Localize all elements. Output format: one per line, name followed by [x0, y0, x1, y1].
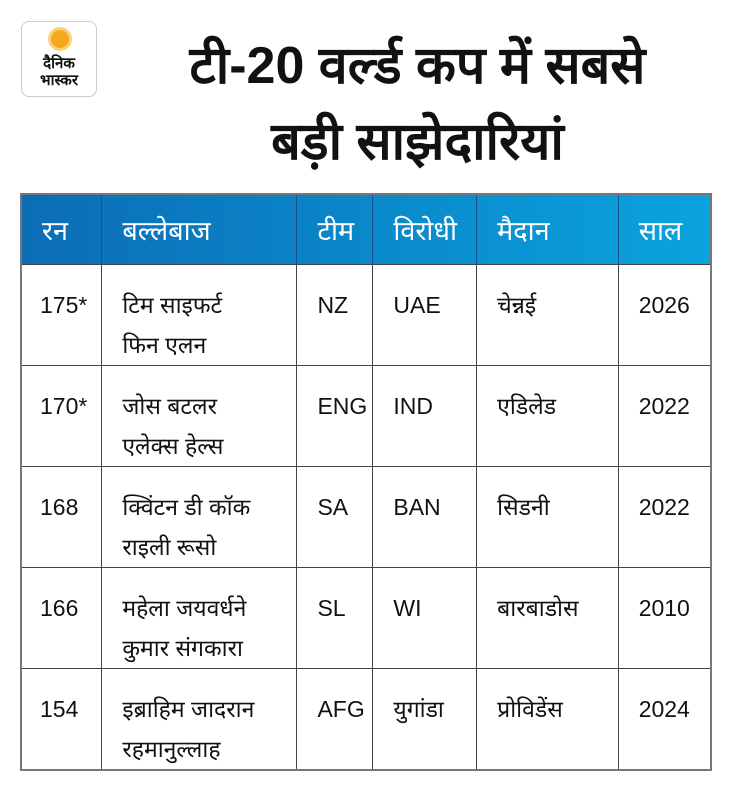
logo-text: दैनिक भास्कर	[40, 55, 78, 89]
opponent-cell: UAE	[372, 264, 478, 366]
partnerships-table: रन बल्लेबाज टीम विरोधी मैदान साल 175* टिम…	[20, 193, 712, 771]
runs-cell: 154	[20, 668, 103, 771]
runs-cell: 175*	[20, 264, 103, 366]
runs-cell-text: 170*	[40, 393, 88, 419]
team-cell-text: SA	[317, 494, 349, 520]
venue-cell: बारबाडोस	[476, 567, 619, 669]
table-row: 166 महेला जयवर्धने कुमार संगकारा SL WI बारबाड…	[20, 567, 712, 669]
venue-cell-text: प्रोविडेंस	[497, 696, 563, 722]
year-cell: 2026	[617, 264, 712, 366]
opponent-cell-text: IND	[393, 393, 433, 419]
opponent-cell: IND	[372, 365, 478, 467]
opponent-cell-text: WI	[393, 595, 422, 621]
venue-cell: एडिलेड	[476, 365, 619, 467]
year-cell-text: 2024	[638, 696, 690, 722]
batters-cell: महेला जयवर्धने कुमार संगकारा	[101, 567, 298, 669]
batter-name: फिन एलन	[122, 332, 207, 358]
year-cell-text: 2026	[638, 292, 690, 318]
batters-cell: इब्राहिम जादरान रहमानुल्लाह	[101, 668, 298, 771]
team-cell-text: ENG	[317, 393, 368, 419]
title-line-2: बड़ी साझेदारियां	[271, 113, 564, 171]
team-cell: SL	[296, 567, 374, 669]
year-cell-text: 2022	[638, 393, 690, 419]
opponent-cell: WI	[372, 567, 478, 669]
table-header-row: रन बल्लेबाज टीम विरोधी मैदान साल	[21, 194, 711, 265]
table-row: 154 इब्राहिम जादरान रहमानुल्लाह AFG युगांडा प…	[20, 668, 712, 771]
year-cell: 2022	[617, 466, 712, 568]
venue-cell-text: बारबाडोस	[497, 595, 579, 621]
header-team: टीम	[296, 194, 373, 265]
batter-name: क्विंटन डी कॉक	[122, 494, 251, 520]
runs-cell-text: 168	[40, 494, 79, 520]
batters-cell: जोस बटलर एलेक्स हेल्स	[101, 365, 298, 467]
venue-cell-text: सिडनी	[497, 494, 550, 520]
runs-cell: 168	[20, 466, 103, 568]
header-venue: मैदान	[476, 194, 619, 265]
runs-cell: 170*	[20, 365, 103, 467]
table-row: 168 क्विंटन डी कॉक राइली रूसो SA BAN सिडनी 202…	[20, 466, 712, 568]
batter-name: कुमार संगकारा	[122, 635, 243, 661]
venue-cell: सिडनी	[476, 466, 619, 568]
table-row: 175* टिम साइफर्ट फिन एलन NZ UAE चेन्नई 2026	[20, 264, 712, 366]
batter-name: इब्राहिम जादरान	[122, 696, 255, 722]
venue-cell-text: एडिलेड	[497, 393, 557, 419]
batter-name: रहमानुल्लाह	[122, 736, 221, 762]
header-opponent: विरोधी	[372, 194, 477, 265]
runs-cell-text: 154	[40, 696, 79, 722]
year-cell: 2022	[617, 365, 712, 467]
opponent-cell-text: UAE	[393, 292, 441, 318]
header-batters: बल्लेबाज	[101, 194, 297, 265]
sun-icon	[51, 30, 69, 48]
team-cell: AFG	[296, 668, 374, 771]
batters-cell: टिम साइफर्ट फिन एलन	[101, 264, 298, 366]
batter-name: महेला जयवर्धने	[122, 595, 247, 621]
header-runs: रन	[42, 216, 69, 246]
team-cell-text: NZ	[317, 292, 349, 318]
year-cell-text: 2010	[638, 595, 690, 621]
batters-cell: क्विंटन डी कॉक राइली रूसो	[101, 466, 298, 568]
venue-cell: प्रोविडेंस	[476, 668, 619, 771]
page-title: टी-20 वर्ल्ड कप में सबसे बड़ी साझेदारिया…	[105, 28, 730, 180]
venue-cell: चेन्नई	[476, 264, 619, 366]
year-cell-text: 2022	[638, 494, 690, 520]
team-cell: SA	[296, 466, 374, 568]
venue-cell-text: चेन्नई	[497, 292, 537, 318]
year-cell: 2024	[617, 668, 712, 771]
runs-cell-text: 166	[40, 595, 79, 621]
batter-name: एलेक्स हेल्स	[122, 433, 224, 459]
title-line-1: टी-20 वर्ल्ड कप में सबसे	[189, 37, 646, 95]
header-year: साल	[617, 194, 711, 265]
opponent-cell-text: युगांडा	[393, 696, 444, 722]
batter-name: राइली रूसो	[122, 534, 217, 560]
year-cell: 2010	[617, 567, 712, 669]
table-row: 170* जोस बटलर एलेक्स हेल्स ENG IND एडिलेड 2022	[20, 365, 712, 467]
team-cell-text: SL	[317, 595, 346, 621]
runs-cell-text: 175*	[40, 292, 88, 318]
team-cell: NZ	[296, 264, 374, 366]
team-cell: ENG	[296, 365, 374, 467]
dainik-bhaskar-logo: दैनिक भास्कर	[21, 21, 97, 97]
opponent-cell: BAN	[372, 466, 478, 568]
opponent-cell-text: BAN	[393, 494, 441, 520]
team-cell-text: AFG	[317, 696, 365, 722]
opponent-cell: युगांडा	[372, 668, 478, 771]
runs-cell: 166	[20, 567, 103, 669]
batter-name: टिम साइफर्ट	[122, 292, 223, 318]
batter-name: जोस बटलर	[122, 393, 218, 419]
